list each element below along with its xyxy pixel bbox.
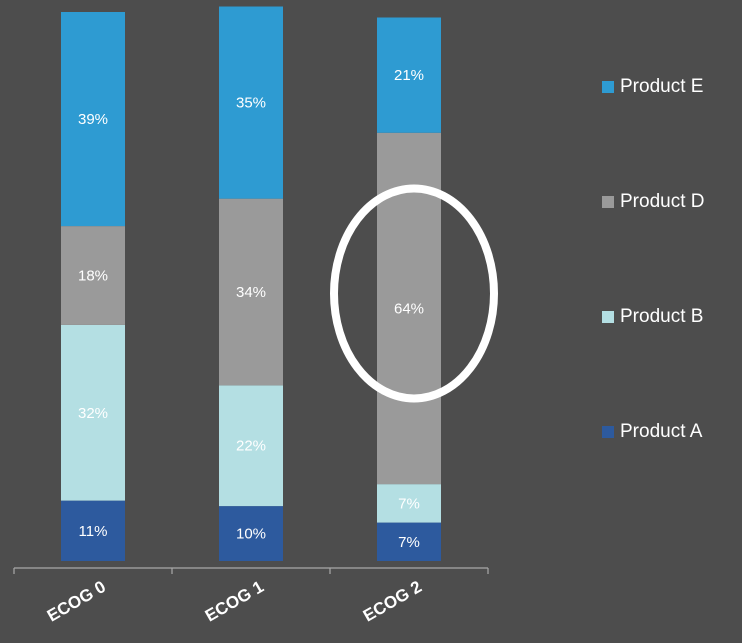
bar-product-a-ecog-2 (377, 522, 441, 561)
bars-group: 11% 32% 18% 39% 10% 22% 34% 35% 7% 7% 64% 21% (61, 6, 441, 561)
bar-product-d-ecog-0 (61, 226, 125, 325)
legend-label-product-b: Product B (620, 306, 704, 327)
bar-product-b-ecog-1 (219, 385, 283, 507)
bar-product-e-ecog-2 (377, 17, 441, 133)
bar-product-a-ecog-0 (61, 500, 125, 561)
data-label-product-a-ecog-1: 10% (236, 526, 266, 543)
legend-swatch-product-b (602, 311, 614, 323)
legend-item-product-a: Product A (602, 421, 702, 443)
x-tick-label-ecog-2: ECOG 2 (360, 577, 425, 626)
data-label-product-e-ecog-2: 21% (394, 67, 424, 84)
bar-product-e-ecog-1 (219, 6, 283, 199)
legend-swatch-product-e (602, 81, 614, 93)
legend-swatch-product-d (602, 196, 614, 208)
bar-product-e-ecog-0 (61, 12, 125, 227)
annotations-group (330, 184, 498, 403)
bar-product-a-ecog-1 (219, 506, 283, 561)
legend-label-product-d: Product D (620, 191, 705, 212)
data-label-product-e-ecog-1: 35% (236, 95, 266, 112)
x-axis: ECOG 0 ECOG 1 ECOG 2 (13, 567, 489, 626)
bar-product-b-ecog-2 (377, 484, 441, 523)
legend-label-product-e: Product E (620, 76, 704, 97)
legend-swatch-product-a (602, 426, 614, 438)
data-label-product-d-ecog-0: 18% (78, 268, 108, 285)
data-label-product-b-ecog-0: 32% (78, 405, 108, 422)
data-label-product-d-ecog-2: 64% (394, 300, 424, 317)
legend-label-product-a: Product A (620, 421, 703, 442)
data-label-product-a-ecog-2: 7% (398, 534, 420, 551)
data-label-product-e-ecog-0: 39% (78, 111, 108, 128)
bar-product-b-ecog-0 (61, 324, 125, 501)
data-label-product-d-ecog-1: 34% (236, 284, 266, 301)
bar-product-d-ecog-1 (219, 198, 283, 386)
legend-item-product-d: Product D (602, 191, 704, 213)
data-label-product-b-ecog-2: 7% (398, 495, 420, 512)
x-tick-label-ecog-0: ECOG 0 (44, 577, 109, 626)
legend-item-product-b: Product B (602, 306, 703, 328)
x-tick-label-ecog-1: ECOG 1 (202, 577, 267, 626)
data-label-product-a-ecog-0: 11% (79, 523, 108, 540)
legend-item-product-e: Product E (602, 76, 703, 98)
data-label-product-b-ecog-1: 22% (236, 438, 266, 455)
highlight-ellipse (330, 184, 498, 403)
